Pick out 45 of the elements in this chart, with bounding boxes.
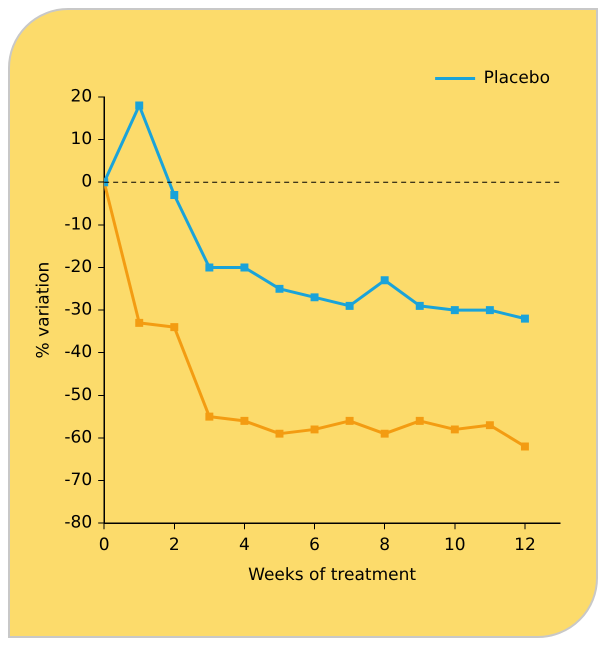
point bbox=[135, 102, 144, 110]
point bbox=[486, 421, 494, 430]
point bbox=[135, 318, 144, 327]
y-tick-label: 0 bbox=[81, 172, 92, 192]
point bbox=[450, 306, 459, 314]
y-tick-label: -10 bbox=[64, 214, 92, 234]
y-tick-label: 20 bbox=[70, 86, 92, 106]
legend-label: Placebo bbox=[484, 68, 550, 88]
y-tick-label: -20 bbox=[64, 256, 92, 277]
y-tick-label: -80 bbox=[64, 512, 92, 533]
point bbox=[240, 416, 248, 425]
point bbox=[520, 442, 529, 450]
point bbox=[170, 323, 178, 332]
point bbox=[520, 314, 529, 323]
x-tick-label: 10 bbox=[444, 534, 466, 555]
point bbox=[205, 412, 214, 421]
point bbox=[416, 416, 424, 425]
point bbox=[240, 264, 248, 272]
point bbox=[276, 284, 284, 293]
y-tick-label: -30 bbox=[64, 300, 92, 320]
point bbox=[346, 302, 354, 310]
y-tick-label: 10 bbox=[70, 129, 92, 150]
point bbox=[450, 425, 459, 434]
point bbox=[380, 430, 389, 438]
point bbox=[276, 430, 284, 438]
y-axis-title: % variation bbox=[34, 262, 54, 358]
point bbox=[380, 276, 389, 284]
y-tick-label: -60 bbox=[64, 427, 92, 448]
point bbox=[170, 191, 178, 199]
x-tick-label: 4 bbox=[239, 534, 250, 555]
x-tick-label: 0 bbox=[98, 534, 110, 555]
point bbox=[310, 425, 319, 434]
y-tick-label: -70 bbox=[64, 470, 92, 490]
y-tick-label: -50 bbox=[64, 384, 92, 405]
point bbox=[205, 264, 214, 272]
x-tick-label: 8 bbox=[379, 534, 390, 555]
point bbox=[346, 416, 354, 425]
x-axis-title: Weeks of treatment bbox=[248, 565, 416, 586]
point bbox=[486, 306, 494, 314]
y-tick-label: -40 bbox=[64, 342, 92, 362]
point bbox=[310, 293, 319, 302]
x-tick-label: 6 bbox=[309, 534, 320, 555]
point bbox=[416, 302, 424, 310]
x-tick-label: 2 bbox=[168, 534, 180, 555]
x-tick-label: 12 bbox=[514, 534, 536, 555]
